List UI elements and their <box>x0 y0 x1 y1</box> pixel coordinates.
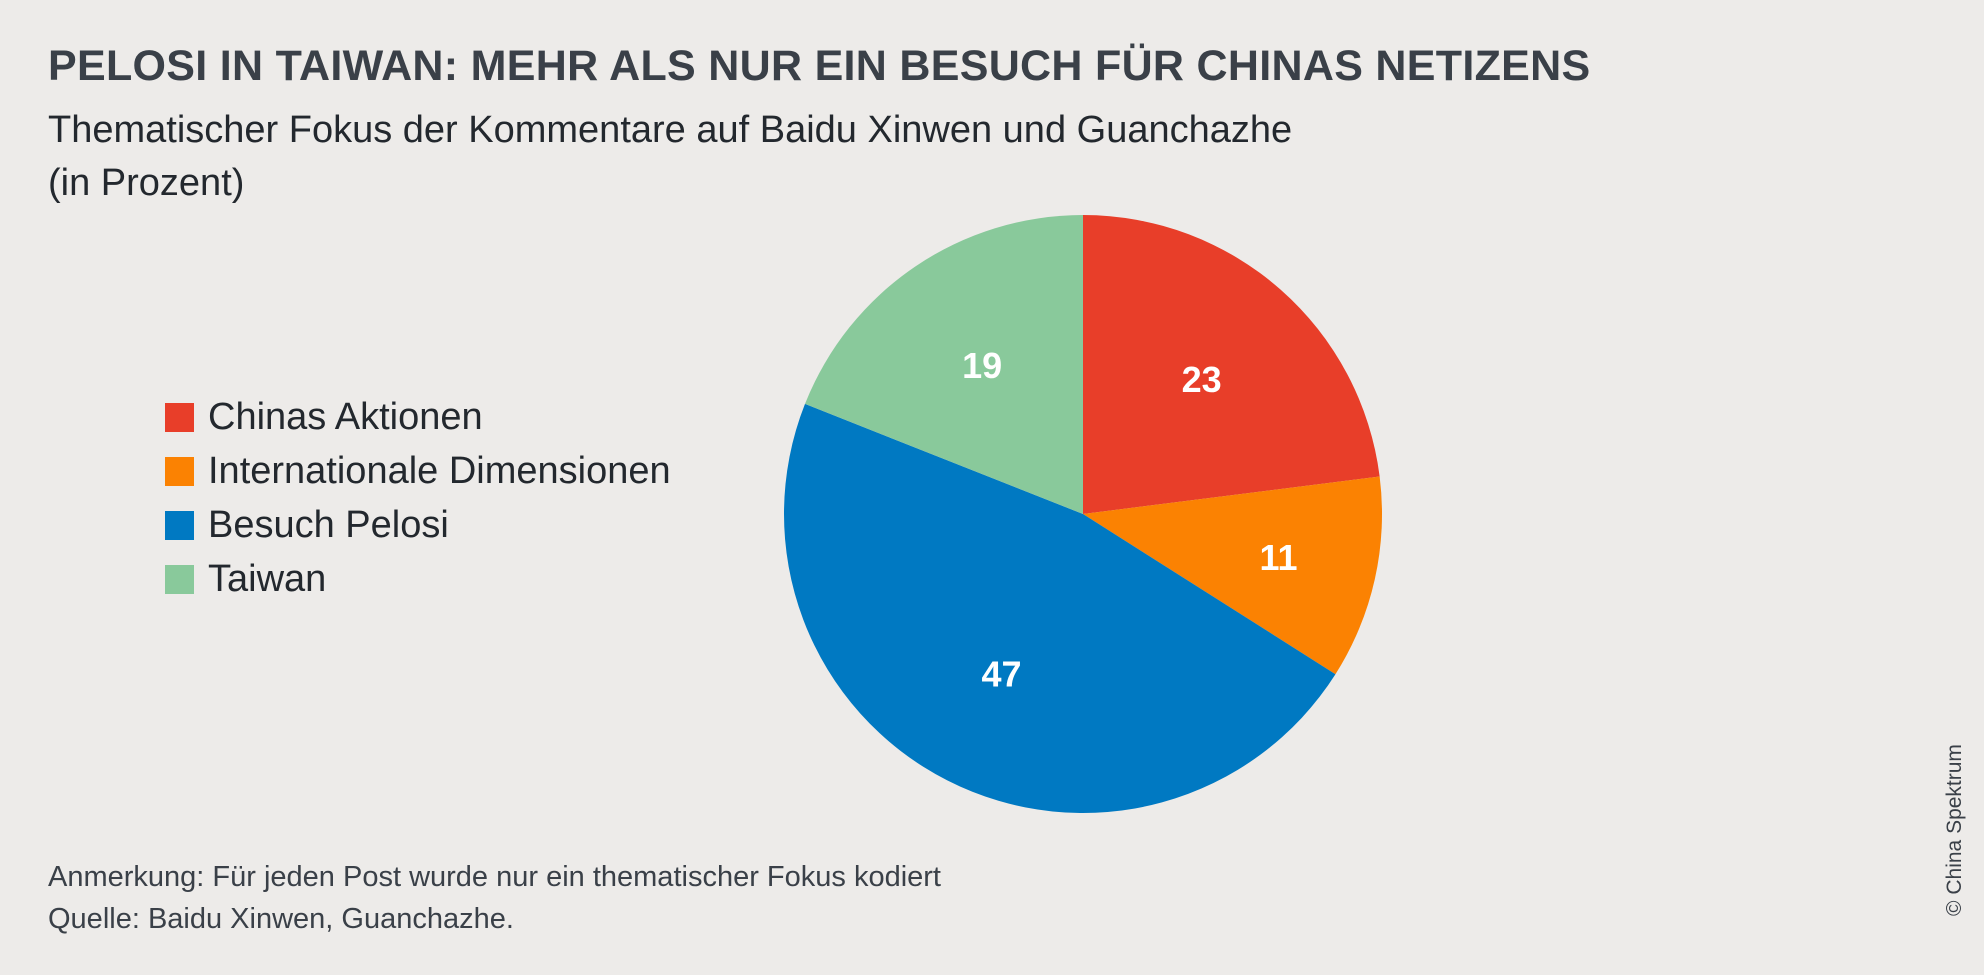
legend-item-internationale-dimensionen: Internationale Dimensionen <box>165 444 671 498</box>
legend-swatch <box>165 402 194 432</box>
legend-label: Chinas Aktionen <box>208 395 483 438</box>
legend: Chinas Aktionen Internationale Dimension… <box>165 390 671 606</box>
legend-label: Taiwan <box>208 557 327 600</box>
legend-item-chinas-aktionen: Chinas Aktionen <box>165 390 671 444</box>
data-label-besuch-pelosi: 47 <box>982 653 1022 694</box>
footnote: Anmerkung: Für jeden Post wurde nur ein … <box>48 856 941 940</box>
legend-swatch <box>165 510 194 540</box>
footnote-source: Quelle: Baidu Xinwen, Guanchazhe. <box>48 903 514 935</box>
copyright: © China Spektrum <box>1943 744 1966 916</box>
legend-item-taiwan: Taiwan <box>165 552 671 606</box>
data-label-taiwan: 19 <box>962 345 1002 386</box>
pie-slice-besuch-pelosi <box>783 403 1336 814</box>
legend-swatch <box>165 456 194 486</box>
chart-title: PELOSI IN TAIWAN: MEHR ALS NUR EIN BESUC… <box>48 42 1591 90</box>
pie-slice-taiwan <box>804 215 1083 514</box>
legend-swatch <box>165 564 194 594</box>
footnote-note: Anmerkung: Für jeden Post wurde nur ein … <box>48 861 941 893</box>
data-label-chinas-aktionen: 23 <box>1182 359 1222 400</box>
subtitle-line-1: Thematischer Fokus der Kommentare auf Ba… <box>48 109 1293 151</box>
chart-subtitle: Thematischer Fokus der Kommentare auf Ba… <box>48 104 1292 210</box>
pie-slice-chinas-aktionen <box>1083 215 1380 514</box>
legend-label: Internationale Dimensionen <box>208 449 671 492</box>
subtitle-line-2: (in Prozent) <box>48 162 245 204</box>
legend-label: Besuch Pelosi <box>208 503 449 546</box>
legend-item-besuch-pelosi: Besuch Pelosi <box>165 498 671 552</box>
data-label-internationale-dimensionen: 11 <box>1259 537 1297 578</box>
pie-slice-internationale-dimensionen <box>1083 476 1382 675</box>
